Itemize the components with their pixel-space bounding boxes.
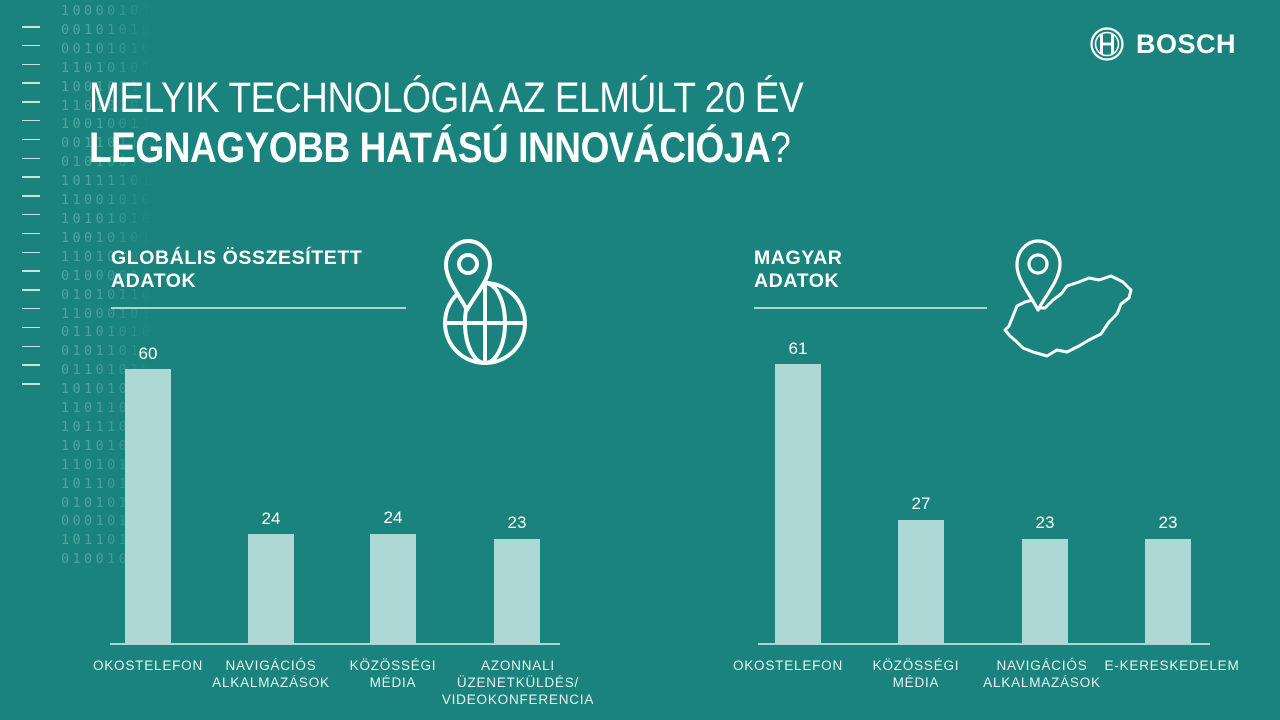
decorative-tick — [22, 383, 40, 385]
bosch-logo: BOSCH — [1090, 27, 1236, 61]
bar-okostelefon — [775, 364, 821, 644]
bar-value: 61 — [788, 339, 808, 358]
bar-azonnali-uzenetkuldes — [494, 539, 540, 644]
decorative-tick — [22, 232, 40, 235]
decorative-tick — [22, 44, 40, 47]
global-section-rule — [111, 307, 406, 309]
category-label: NAVIGÁCIÓS ALKALMAZÁSOK — [983, 658, 1101, 690]
location-pin-hungary-map-icon — [1003, 239, 1133, 358]
bar-navigacios-alkalmazasok — [248, 534, 294, 644]
decorative-tick — [22, 26, 40, 28]
global-section-heading: GLOBÁLIS ÖSSZESÍTETT ADATOK — [111, 247, 363, 292]
bar-value: 27 — [911, 494, 931, 513]
category-label: AZONNALI ÜZENETKÜLDÉS/ VIDEOKONFERENCIA — [441, 658, 595, 707]
bar-value: 23 — [1035, 513, 1055, 532]
brand-name: BOSCH — [1136, 29, 1237, 59]
title-line-1: MELYIK TECHNOLÓGIA AZ ELMÚLT 20 ÉV — [89, 74, 804, 122]
title-line-2: LEGNAGYOBB HATÁSÚ INNOVÁCIÓJA? — [89, 123, 803, 173]
bar-e-kereskedelem — [1145, 539, 1191, 644]
decorative-tick — [22, 195, 40, 197]
decorative-tick — [22, 364, 40, 366]
decorative-binary-pattern: 10000101 00101010 00101010 11010101 1001… — [61, 3, 154, 568]
decorative-tick — [22, 63, 40, 66]
decorative-tick — [22, 326, 40, 329]
bar-okostelefon — [125, 369, 171, 644]
location-pin-globe-icon — [443, 239, 527, 365]
decorative-tick — [22, 345, 40, 348]
decorative-tick — [22, 251, 40, 254]
page-title: MELYIK TECHNOLÓGIA AZ ELMÚLT 20 ÉV LEGNA… — [89, 73, 920, 173]
category-label: KÖZÖSSÉGI MÉDIA — [349, 658, 437, 690]
bar-value: 24 — [261, 509, 281, 528]
category-label: E-KERESKEDELEM — [1104, 658, 1240, 673]
decorative-tick — [22, 138, 40, 141]
title-line-2-bold: LEGNAGYOBB HATÁSÚ INNOVÁCIÓJA — [89, 124, 771, 172]
bar-navigacios-alkalmazasok — [1022, 539, 1068, 644]
decorative-tick — [22, 176, 40, 178]
category-label: KÖZÖSSÉGI MÉDIA — [872, 658, 960, 690]
hungary-section-rule — [754, 307, 987, 309]
decorative-tick — [22, 307, 40, 310]
chart-baseline — [110, 643, 560, 645]
category-label: OKOSTELEFON — [92, 658, 204, 673]
decorative-tick — [22, 213, 40, 216]
bar-kozossegi-media — [370, 534, 416, 644]
decorative-tick — [22, 270, 40, 272]
category-label: NAVIGÁCIÓS ALKALMAZÁSOK — [212, 658, 330, 690]
chart-baseline — [758, 643, 1210, 645]
decorative-tick — [22, 119, 40, 122]
decorative-tick — [22, 157, 40, 160]
bar-kozossegi-media — [898, 520, 944, 644]
title-question-mark: ? — [770, 124, 791, 172]
bar-value: 60 — [138, 344, 158, 363]
hungary-section-heading: MAGYAR ADATOK — [754, 247, 843, 292]
decorative-tick — [22, 101, 40, 103]
decorative-tick — [22, 289, 40, 291]
bar-value: 23 — [507, 513, 527, 532]
bosch-armature-icon — [1090, 27, 1124, 61]
decorative-tick — [22, 82, 40, 84]
bar-value: 24 — [383, 508, 403, 527]
decorative-tick-marks — [22, 26, 40, 402]
bar-value: 23 — [1158, 513, 1178, 532]
category-label: OKOSTELEFON — [732, 658, 844, 673]
